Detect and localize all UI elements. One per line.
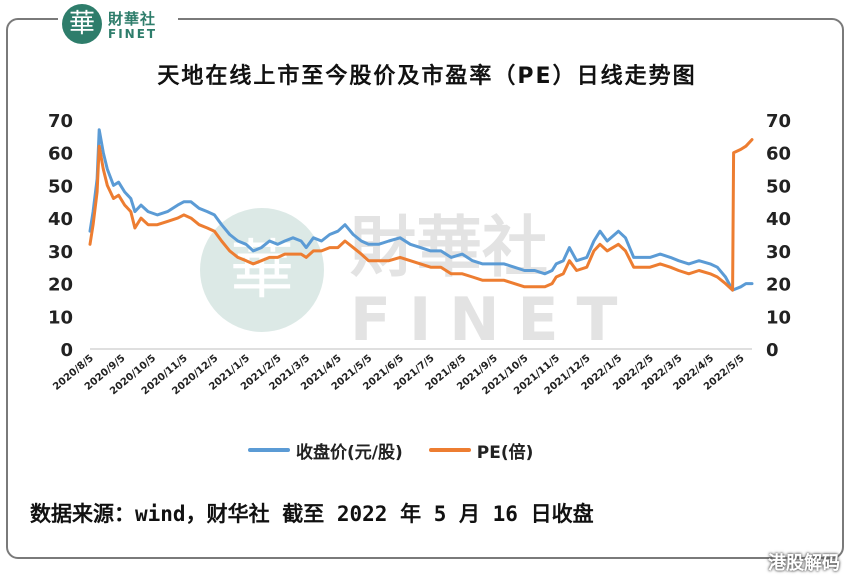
series-line-pe [88, 138, 754, 292]
y-left-tick-label: 10 [48, 307, 73, 328]
legend-label-price: 收盘价(元/股) [296, 442, 403, 463]
series-line-price [88, 128, 754, 292]
corner-watermark: 港股解码 [768, 553, 840, 574]
logo-text-cn: 財華社 [108, 10, 157, 28]
y-left-tick-label: 30 [48, 242, 73, 263]
y-left-tick-label: 40 [48, 209, 73, 230]
y-left-tick-label: 0 [60, 340, 73, 361]
y-right-tick-label: 60 [766, 144, 791, 165]
chart-legend: 收盘价(元/股) PE(倍) [248, 438, 559, 463]
y-right-tick-label: 0 [766, 340, 779, 361]
chart-card [6, 18, 844, 559]
legend-label-pe: PE(倍) [476, 442, 534, 463]
y-right-tick-label: 70 [766, 111, 791, 132]
legend-item-pe: PE(倍) [428, 438, 534, 463]
y-right-tick-label: 20 [766, 275, 791, 296]
logo-text-en: FINET [108, 27, 158, 41]
y-left-tick-label: 60 [48, 144, 73, 165]
chart-title: 天地在线上市至今股价及市盈率（PE）日线走势图 [157, 64, 697, 89]
finet-logo: 華 財華社 FINET [58, 4, 178, 48]
data-source-note: 数据来源：wind，财华社 截至 2022 年 5 月 16 日收盘 [30, 502, 594, 526]
legend-item-price: 收盘价(元/股) [248, 438, 403, 463]
y-left-tick-label: 50 [48, 176, 73, 197]
legend-swatch-price [248, 448, 290, 452]
y-right-tick-label: 10 [766, 307, 791, 328]
y-left-tick-label: 70 [48, 111, 73, 132]
logo-seal: 華 [62, 4, 102, 44]
y-right-tick-label: 40 [766, 209, 791, 230]
y-left-tick-label: 20 [48, 275, 73, 296]
y-right-tick-label: 50 [766, 176, 791, 197]
y-right-tick-label: 30 [766, 242, 791, 263]
legend-swatch-pe [428, 448, 471, 452]
